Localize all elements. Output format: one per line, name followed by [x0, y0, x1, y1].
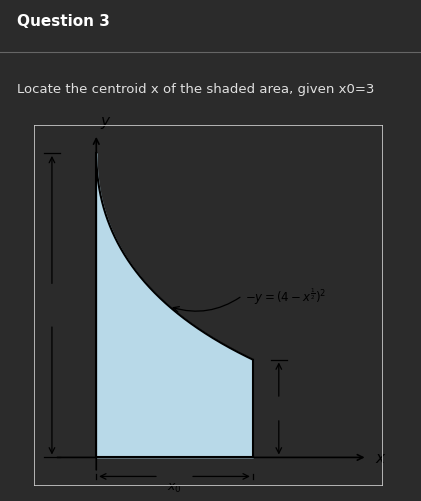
Text: $x$: $x$	[375, 450, 387, 465]
Text: $x_0$: $x_0$	[167, 481, 182, 494]
Text: $-y = (4 - x^{\frac{1}{2}})^2$: $-y = (4 - x^{\frac{1}{2}})^2$	[245, 286, 326, 306]
Text: Question 3: Question 3	[17, 14, 110, 29]
Bar	[34, 125, 383, 486]
Text: Locate the centroid x of the shaded area, given x0=3: Locate the centroid x of the shaded area…	[17, 83, 374, 96]
Text: $y$: $y$	[100, 115, 112, 131]
